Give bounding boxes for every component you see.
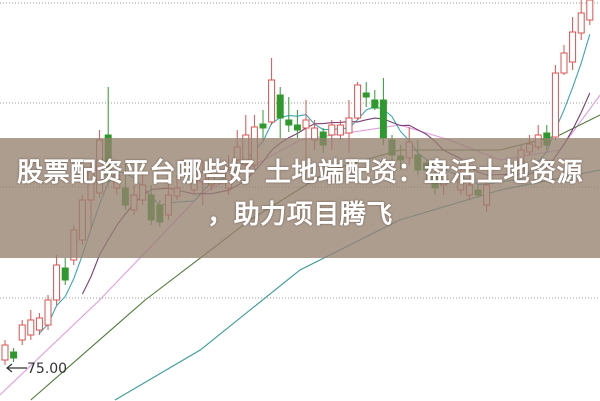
candle-body [293,124,301,131]
headline-banner [0,138,600,258]
candle-body [586,0,594,21]
candle-body [551,72,559,138]
low-marker-label: 75.00 [27,361,67,377]
candle-body [336,124,344,136]
candle-body [53,264,61,301]
candle-body [27,319,35,336]
headline: 股票配资平台哪些好 土地端配资：盘活土地资源 ，助力项目腾飞 [0,152,600,236]
candle-body [10,351,18,359]
candle-body [577,12,585,34]
candle-body [276,94,284,119]
candle-body [35,317,43,331]
candle-body [569,31,577,63]
candle-body [61,267,69,281]
candle-body [44,299,52,326]
candle-body [18,324,26,341]
headline-line-2: ，助力项目腾飞 [207,200,393,230]
candle-body [1,344,9,361]
candle-body [328,124,336,136]
low-marker-arrowhead [6,363,13,373]
candle-body [354,84,362,119]
candle-body [259,123,267,129]
candle-body [268,79,276,123]
candle-body [345,117,353,134]
headline-line-1: 股票配资平台哪些好 土地端配资：盘活土地资源 [16,158,584,188]
candle-body [302,119,310,129]
candle-body [371,99,379,109]
candle-body [285,119,293,126]
candle-body [379,99,387,139]
candle-body [560,52,568,74]
candle-body [362,92,370,98]
